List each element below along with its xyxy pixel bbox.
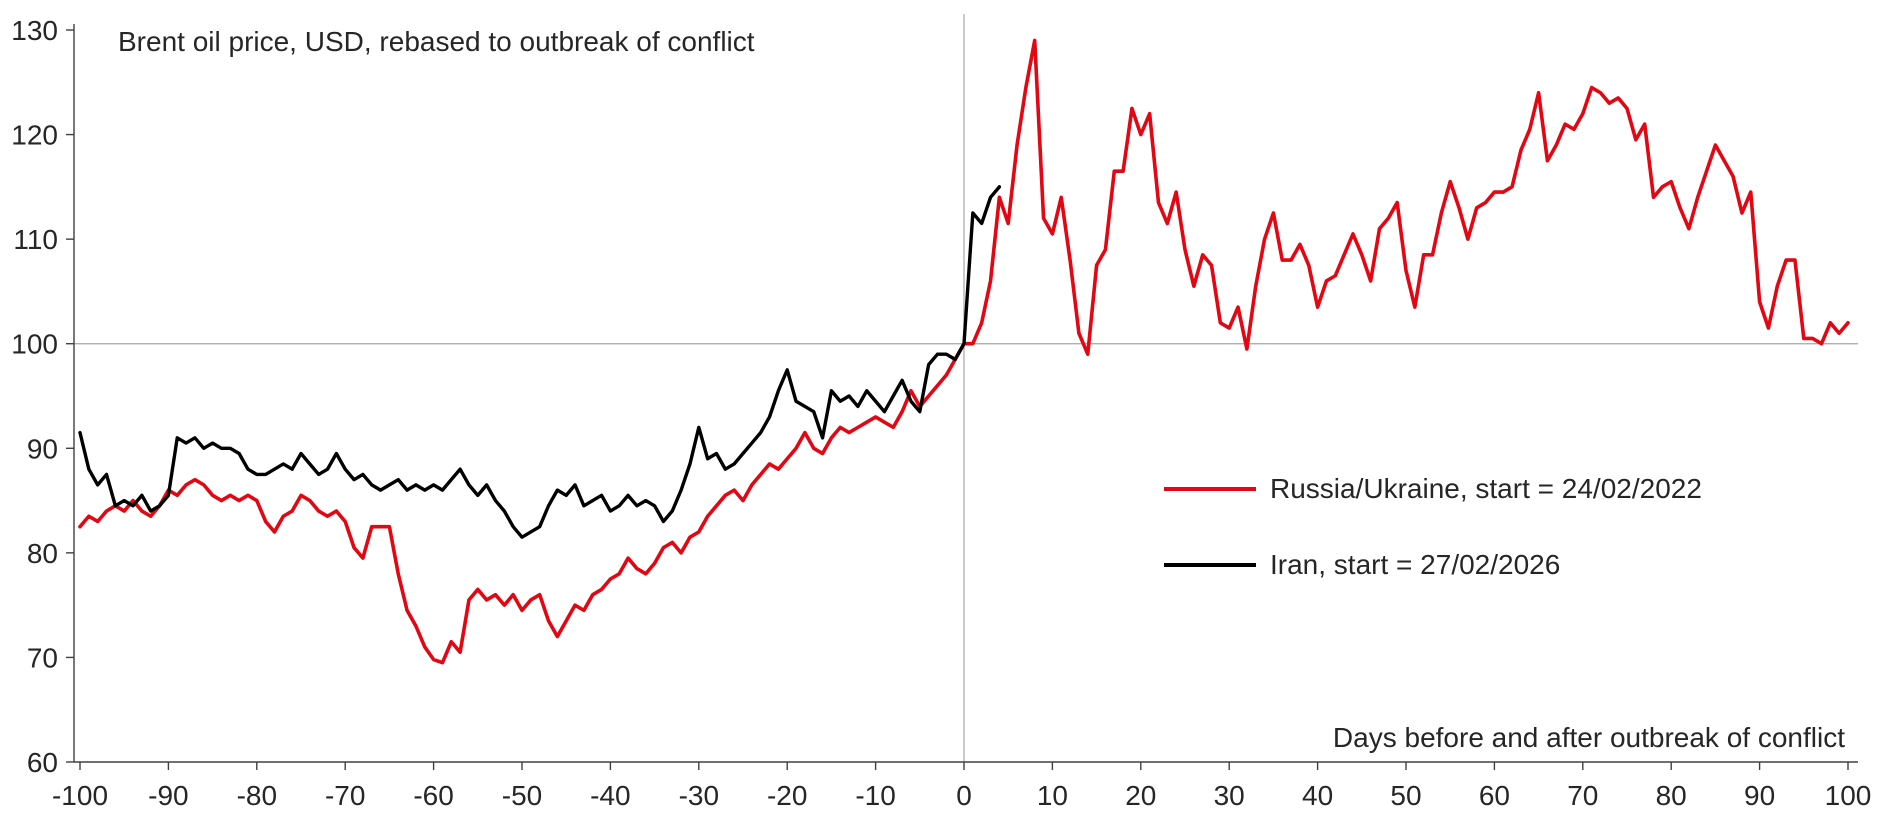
x-tick-label: -70 (325, 780, 365, 811)
legend-label-russia-ukraine: Russia/Ukraine, start = 24/02/2022 (1270, 473, 1702, 504)
x-tick-label: 10 (1037, 780, 1068, 811)
y-tick-label: 90 (27, 433, 58, 464)
x-tick-label: 70 (1567, 780, 1598, 811)
y-tick-label: 130 (11, 15, 58, 46)
y-tick-label: 100 (11, 329, 58, 360)
y-tick-label: 70 (27, 642, 58, 673)
legend: Russia/Ukraine, start = 24/02/2022 Iran,… (1164, 472, 1702, 582)
x-tick-label: 100 (1825, 780, 1872, 811)
legend-item-iran: Iran, start = 27/02/2026 (1164, 548, 1702, 582)
x-tick-label: -40 (590, 780, 630, 811)
x-tick-label: 0 (956, 780, 972, 811)
chart-title: Brent oil price, USD, rebased to outbrea… (118, 26, 755, 57)
x-tick-label: -30 (679, 780, 719, 811)
x-tick-label: 30 (1214, 780, 1245, 811)
x-tick-label: -80 (237, 780, 277, 811)
legend-label-iran: Iran, start = 27/02/2026 (1270, 549, 1561, 580)
x-tick-label: 80 (1656, 780, 1687, 811)
x-tick-label: -10 (855, 780, 895, 811)
x-tick-label: 60 (1479, 780, 1510, 811)
x-tick-label: 50 (1390, 780, 1421, 811)
x-axis-caption: Days before and after outbreak of confli… (1332, 722, 1845, 753)
legend-line-swatch-red (1164, 487, 1256, 491)
x-tick-label: -90 (148, 780, 188, 811)
y-tick-label: 80 (27, 538, 58, 569)
series-line-1 (78, 185, 1002, 539)
x-tick-label: 20 (1125, 780, 1156, 811)
y-tick-label: 120 (11, 120, 58, 151)
legend-item-russia-ukraine: Russia/Ukraine, start = 24/02/2022 (1164, 472, 1702, 506)
x-tick-label: -50 (502, 780, 542, 811)
y-tick-label: 60 (27, 747, 58, 778)
x-tick-label: -60 (413, 780, 453, 811)
y-tick-label: 110 (13, 224, 58, 255)
x-tick-label: -20 (767, 780, 807, 811)
x-tick-label: -100 (52, 780, 108, 811)
x-tick-label: 90 (1744, 780, 1775, 811)
x-tick-label: 40 (1302, 780, 1333, 811)
legend-line-swatch-black (1164, 563, 1256, 567)
